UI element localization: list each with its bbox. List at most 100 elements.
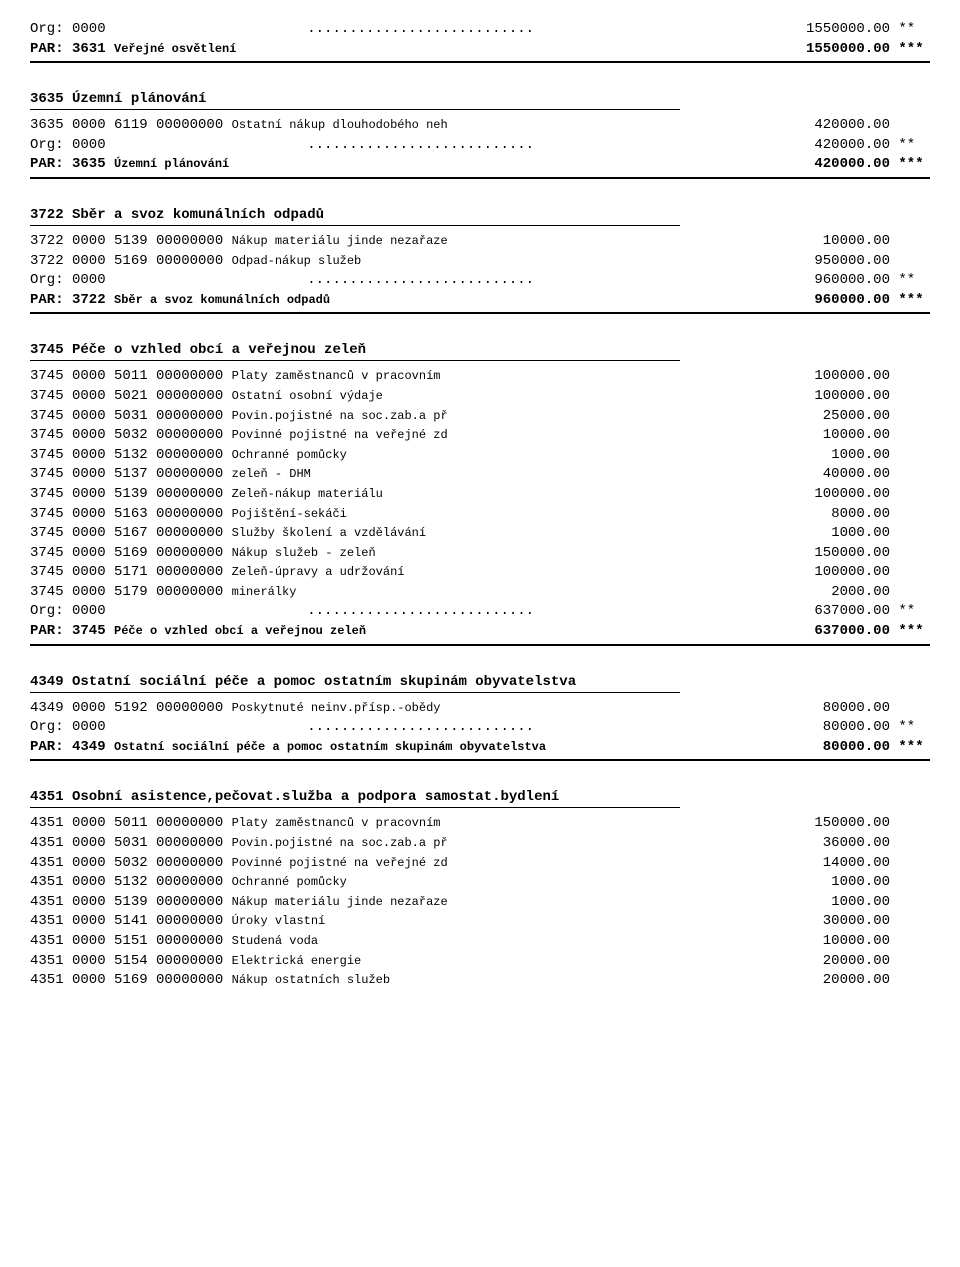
row-amount: 40000.00: [823, 465, 930, 485]
data-row: 4351 0000 5169 00000000 Nákup ostatních …: [30, 971, 930, 991]
row-amount: 20000.00: [823, 971, 930, 991]
row-left: 4351 0000 5154 00000000 Elektrická energ…: [30, 952, 361, 972]
section-underline: [30, 225, 680, 226]
amount-value: 1550000.00: [806, 21, 890, 37]
section-end-rule: [30, 759, 930, 761]
row-amount: 1000.00: [831, 524, 930, 544]
row-left: 3745 0000 5137 00000000 zeleň - DHM: [30, 465, 311, 485]
row-left: 3745 0000 5171 00000000 Zeleň-úpravy a u…: [30, 563, 404, 583]
row-codes: Org: 0000: [30, 719, 307, 735]
row-amount: 80000.00 ***: [823, 738, 930, 758]
row-left: Org: 0000 ...........................: [30, 602, 534, 622]
amount-value: 637000.00: [814, 603, 890, 619]
row-codes: 4351 0000 5032 00000000: [30, 855, 232, 871]
row-codes: PAR: 4349: [30, 739, 114, 755]
row-left: Org: 0000 ...........................: [30, 718, 534, 738]
data-row: Org: 0000 ...........................420…: [30, 136, 930, 156]
row-codes: 3722 0000 5169 00000000: [30, 253, 232, 269]
row-description: Studená voda: [232, 934, 318, 948]
section-title: 4351 Osobní asistence,pečovat.služba a p…: [30, 789, 930, 805]
row-amount: 100000.00: [814, 367, 930, 387]
summary-row: PAR: 3722 Sběr a svoz komunálních odpadů…: [30, 291, 930, 311]
row-description: Veřejné osvětlení: [114, 42, 236, 56]
data-row: Org: 0000 ........................... 800…: [30, 718, 930, 738]
row-description: Povinné pojistné na veřejné zd: [232, 428, 448, 442]
row-description: Nákup služeb - zeleň: [232, 546, 376, 560]
row-description: Platy zaměstnanců v pracovním: [232, 816, 441, 830]
row-amount: 637000.00 **: [814, 602, 930, 622]
amount-value: 100000.00: [814, 368, 890, 384]
section-title: 3745 Péče o vzhled obcí a veřejnou zeleň: [30, 342, 930, 358]
row-codes: 3745 0000 5169 00000000: [30, 545, 232, 561]
row-left: 3745 0000 5167 00000000 Služby školení a…: [30, 524, 426, 544]
row-amount: 80000.00 **: [823, 718, 930, 738]
row-codes: 3745 0000 5179 00000000: [30, 584, 232, 600]
row-amount: 36000.00: [823, 834, 930, 854]
amount-suffix: ***: [890, 155, 930, 175]
row-codes: 3745 0000 5137 00000000: [30, 466, 232, 482]
row-left: 4351 0000 5141 00000000 Úroky vlastní: [30, 912, 325, 932]
row-left: PAR: 4349 Ostatní sociální péče a pomoc …: [30, 738, 546, 758]
section-underline: [30, 807, 680, 808]
amount-suffix: **: [890, 602, 930, 622]
row-description: Ostatní sociální péče a pomoc ostatním s…: [114, 740, 546, 754]
data-row: 3745 0000 5032 00000000 Povinné pojistné…: [30, 426, 930, 446]
amount-suffix: ***: [890, 738, 930, 758]
amount-value: 10000.00: [823, 427, 890, 443]
row-amount: 80000.00: [823, 699, 930, 719]
row-left: PAR: 3631 Veřejné osvětlení: [30, 40, 236, 60]
amount-value: 420000.00: [814, 117, 890, 133]
row-description: Poskytnuté neinv.přísp.-obědy: [232, 701, 441, 715]
section-title: 3635 Územní plánování: [30, 91, 930, 107]
section-end-rule: [30, 177, 930, 179]
section-end-rule: [30, 312, 930, 314]
row-description: Nákup ostatních služeb: [232, 973, 390, 987]
row-description: Péče o vzhled obcí a veřejnou zeleň: [114, 624, 366, 638]
data-row: 3745 0000 5139 00000000 Zeleň-nákup mate…: [30, 485, 930, 505]
row-codes: 3745 0000 5032 00000000: [30, 427, 232, 443]
row-description: Ostatní nákup dlouhodobého neh: [232, 118, 448, 132]
row-description: ...........................: [307, 21, 534, 37]
row-description: Ochranné pomůcky: [232, 448, 347, 462]
row-codes: 4351 0000 5141 00000000: [30, 913, 232, 929]
amount-suffix: **: [890, 271, 930, 291]
row-amount: 100000.00: [814, 387, 930, 407]
data-row: 3745 0000 5011 00000000 Platy zaměstnanc…: [30, 367, 930, 387]
section-end-rule: [30, 644, 930, 646]
row-left: 4351 0000 5151 00000000 Studená voda: [30, 932, 318, 952]
data-row: 4351 0000 5031 00000000 Povin.pojistné n…: [30, 834, 930, 854]
data-row: 3745 0000 5031 00000000 Povin.pojistné n…: [30, 407, 930, 427]
row-description: Úroky vlastní: [232, 914, 326, 928]
amount-suffix: ***: [890, 291, 930, 311]
row-amount: 420000.00 ***: [814, 155, 930, 175]
row-codes: Org: 0000: [30, 21, 307, 37]
row-amount: 100000.00: [814, 563, 930, 583]
summary-row: PAR: 3745 Péče o vzhled obcí a veřejnou …: [30, 622, 930, 642]
row-amount: 100000.00: [814, 485, 930, 505]
row-codes: 4351 0000 5151 00000000: [30, 933, 232, 949]
row-amount: 25000.00: [823, 407, 930, 427]
data-row: 3745 0000 5163 00000000 Pojištění-sekáči…: [30, 505, 930, 525]
row-left: 3745 0000 5011 00000000 Platy zaměstnanc…: [30, 367, 440, 387]
section-underline: [30, 360, 680, 361]
row-left: 4349 0000 5192 00000000 Poskytnuté neinv…: [30, 699, 440, 719]
data-row: 3722 0000 5139 00000000 Nákup materiálu …: [30, 232, 930, 252]
row-description: Ochranné pomůcky: [232, 875, 347, 889]
row-left: 4351 0000 5031 00000000 Povin.pojistné n…: [30, 834, 448, 854]
amount-value: 100000.00: [814, 486, 890, 502]
row-amount: 8000.00: [831, 505, 930, 525]
row-amount: 2000.00: [831, 583, 930, 603]
amount-value: 637000.00: [814, 623, 890, 639]
amount-suffix: **: [890, 136, 930, 156]
amount-value: 950000.00: [814, 253, 890, 269]
amount-value: 8000.00: [831, 506, 890, 522]
amount-value: 80000.00: [823, 739, 890, 755]
amount-suffix: **: [890, 20, 930, 40]
section-title: 4349 Ostatní sociální péče a pomoc ostat…: [30, 674, 930, 690]
row-description: Odpad-nákup služeb: [232, 254, 362, 268]
row-amount: 1000.00: [831, 446, 930, 466]
amount-suffix: ***: [890, 40, 930, 60]
row-amount: 30000.00: [823, 912, 930, 932]
amount-value: 420000.00: [814, 156, 890, 172]
row-amount: 10000.00: [823, 232, 930, 252]
